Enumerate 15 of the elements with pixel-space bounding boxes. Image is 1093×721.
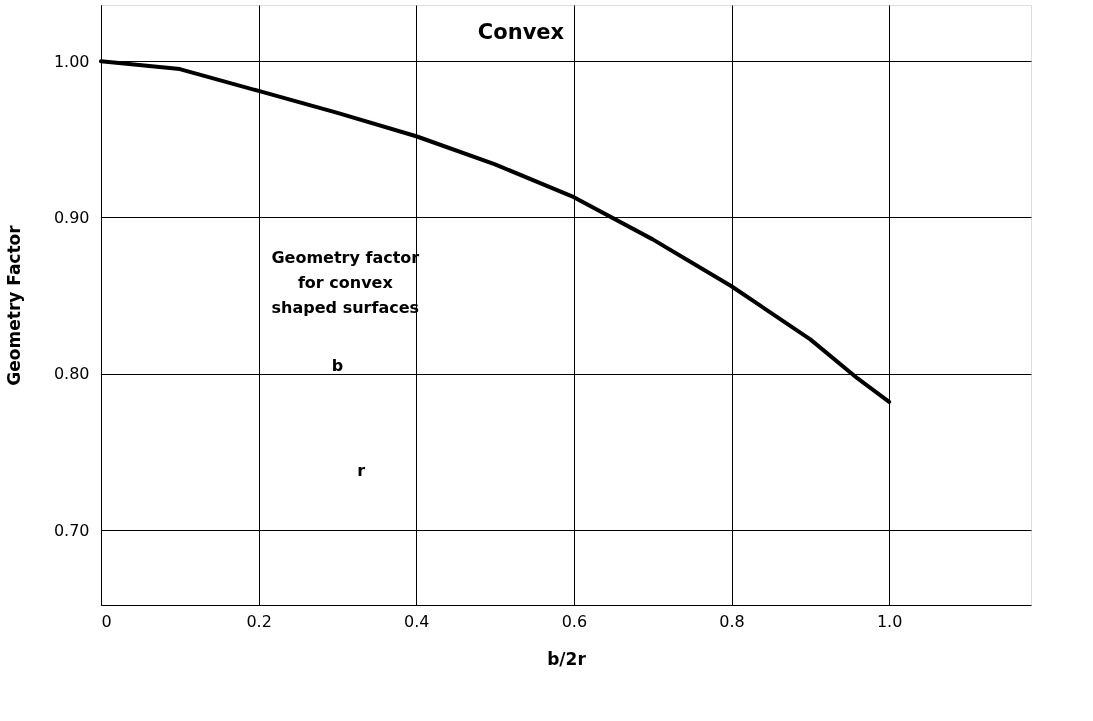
text: Convex <box>477 20 565 44</box>
x-axis-title: b/2r <box>547 648 587 669</box>
y-tick-label: 0.70 <box>53 520 90 540</box>
y-tick-label: 0.80 <box>53 364 90 384</box>
y-tick-label: 0.90 <box>53 208 90 227</box>
x-tick-label: 0.8 <box>719 611 745 631</box>
x-tick-label: 0.2 <box>246 611 272 631</box>
x-tick-label: 1.0 <box>876 611 903 631</box>
y-axis-title: Geometry Factor <box>3 224 24 386</box>
y-tick-label: 1.00 <box>53 51 90 71</box>
annotation: b <box>331 355 344 375</box>
x-tick-label: 0.6 <box>561 611 588 631</box>
annotation: r <box>357 460 366 480</box>
x-tick-label: 0.4 <box>404 611 430 631</box>
x-tick-label: 0 <box>101 611 112 631</box>
